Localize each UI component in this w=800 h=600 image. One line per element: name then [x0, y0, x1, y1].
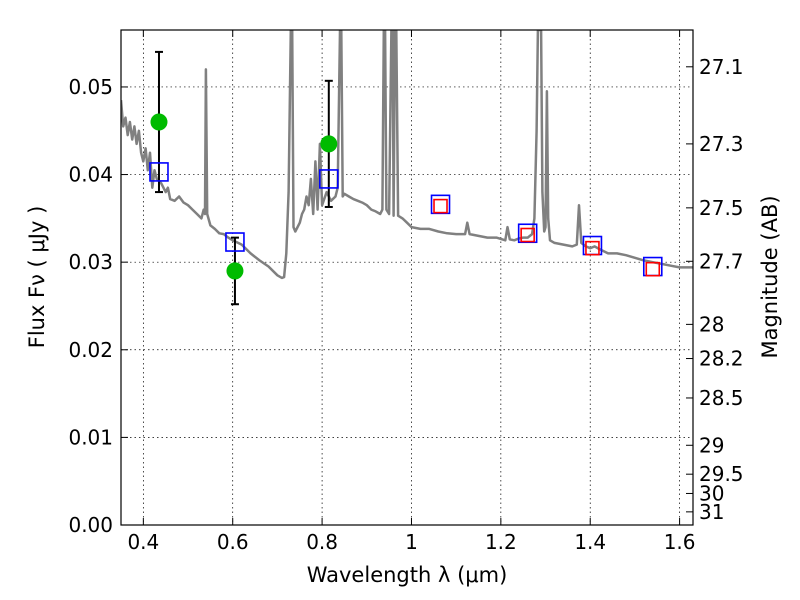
magnitude-tick-label: 29: [699, 433, 724, 457]
y-axis-title: Flux Fν ( μJy ): [25, 206, 49, 349]
y-tick-label: 0.01: [68, 425, 113, 449]
x-tick-label: 0.4: [127, 530, 159, 554]
plot-area: [121, 30, 693, 306]
red-square-marker: [645, 261, 661, 277]
x-tick-label: 1.6: [664, 530, 696, 554]
magnitude-tick-label: 31: [699, 500, 724, 524]
green-circle-marker: [150, 113, 168, 131]
blue-square-marker: [318, 169, 339, 189]
y-tick-label: 0.05: [68, 75, 113, 99]
blue-square-marker: [149, 162, 169, 182]
red-square-marker: [433, 198, 448, 214]
x-tick-label: 1: [405, 530, 418, 554]
magnitude-tick-label: 28.5: [699, 386, 744, 410]
y-tick-label: 0.02: [68, 338, 113, 362]
model-spectrum-line: [121, 30, 693, 280]
red-square-marker: [520, 227, 535, 243]
green-circle-marker: [226, 262, 244, 280]
magnitude-tick-label: 30: [699, 481, 724, 505]
x-tick-label: 0.6: [217, 530, 249, 554]
x-tick-label: 1.4: [574, 530, 606, 554]
magnitude-tick-label: 28.2: [699, 347, 744, 371]
red-square-marker: [585, 240, 600, 256]
blue-square-marker: [225, 232, 245, 252]
photometry-markers: [149, 50, 663, 306]
y-tick-label: 0.04: [68, 163, 113, 187]
magnitude-tick-label: 28: [699, 312, 724, 336]
magnitude-tick-label: 27.5: [699, 196, 744, 220]
y2-axis-title: Magnitude (AB): [758, 195, 782, 358]
plot-frame: [120, 29, 694, 526]
x-axis-title: Wavelength λ (μm): [307, 563, 508, 587]
magnitude-tick-label: 27.3: [699, 132, 744, 156]
magnitude-tick-label: 29.5: [699, 462, 744, 486]
magnitude-tick-label: 27.1: [699, 55, 744, 79]
y-tick-label: 0.00: [68, 513, 113, 537]
axis-ticks: 0.4 0.6 0.8 1 1.2 1.4 1.6 0.00 0.01 0.02 0.03 0.04 0…: [68, 30, 744, 554]
green-circle-marker: [320, 135, 338, 153]
model-spectrum: [121, 30, 693, 280]
y-tick-label: 0.03: [68, 250, 113, 274]
x-tick-label: 0.8: [306, 530, 338, 554]
x-tick-label: 1.2: [485, 530, 517, 554]
magnitude-tick-label: 27.7: [699, 249, 744, 273]
